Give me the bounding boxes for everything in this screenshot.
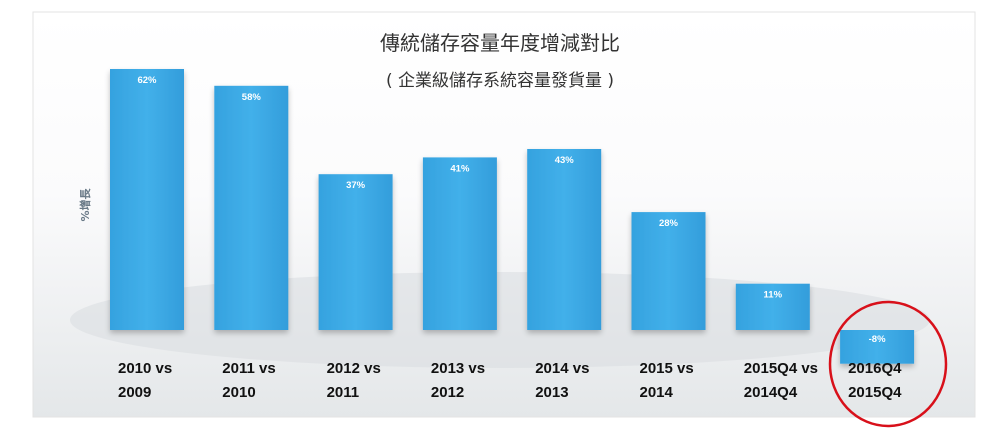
bar-5 <box>527 149 602 330</box>
bar-2 <box>214 85 289 330</box>
bar-8 <box>840 330 915 364</box>
category-label-7: 2015Q4 vs 2014Q4 <box>744 360 818 401</box>
bars-group <box>110 69 915 364</box>
highlight-circle <box>828 300 948 428</box>
category-label-4: 2013 vs 2012 <box>431 360 485 401</box>
bar-4 <box>422 157 497 330</box>
data-label-2: 58% <box>242 92 262 103</box>
bar-1 <box>110 69 184 330</box>
category-label-5: 2014 vs 2013 <box>535 360 589 401</box>
category-label-8: 2016Q4 2015Q4 <box>848 360 902 401</box>
chart-subtitle: ( 企業級儲存系統容量發貨量 ) <box>386 71 614 91</box>
bar-3 <box>318 174 393 330</box>
data-label-5: 43% <box>555 155 575 166</box>
category-labels-group: 2010 vs 2009 2011 vs 2010 2012 vs 2011 2013 vs… <box>118 360 902 401</box>
data-label-3: 37% <box>346 180 366 191</box>
data-label-6: 28% <box>659 218 679 229</box>
category-label-2: 2011 vs 2010 <box>222 360 275 401</box>
data-label-1: 62% <box>137 75 157 86</box>
category-label-6: 2015 vs 2014 <box>640 360 694 401</box>
data-label-4: 41% <box>450 163 470 174</box>
data-labels-group: 62% 58% 37% 41% 43% 28% 11% -8% <box>137 75 886 345</box>
category-label-3: 2012 vs 2011 <box>327 360 381 401</box>
bar-7 <box>735 283 810 330</box>
category-label-1: 2010 vs 2009 <box>118 360 172 401</box>
y-axis-label: %增長 <box>78 187 92 221</box>
chart-title: 傳統儲存容量年度增減對比 <box>380 31 620 55</box>
bar-6 <box>631 212 706 330</box>
data-label-8: -8% <box>869 334 886 345</box>
data-label-7: 11% <box>764 290 783 301</box>
